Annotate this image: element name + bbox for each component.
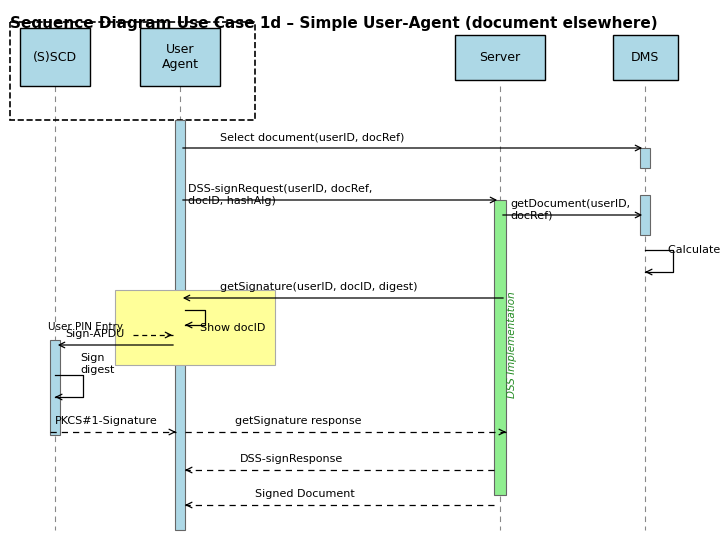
Text: getSignature(userID, docID, digest): getSignature(userID, docID, digest) [220,282,418,292]
Text: DSS-signResponse: DSS-signResponse [240,454,343,464]
Text: DSS-signRequest(userID, docRef,: DSS-signRequest(userID, docRef, [188,184,372,194]
Text: getSignature response: getSignature response [235,416,361,426]
Text: DSS Implementation: DSS Implementation [507,292,517,399]
Text: User PIN Entry: User PIN Entry [48,322,123,332]
Text: Sign-APDU: Sign-APDU [65,329,125,339]
Text: Show docID: Show docID [200,323,266,333]
Bar [115,290,275,365]
Bar [140,28,220,86]
Text: Server: Server [480,51,521,64]
Text: (S)SCD: (S)SCD [33,51,77,64]
Text: getDocument(userID,: getDocument(userID, [510,199,630,209]
Text: Calculate digest: Calculate digest [668,245,720,255]
Bar [175,120,185,530]
Text: DMS: DMS [631,51,660,64]
Text: Sequence Diagram Use Case 1d – Simple User-Agent (document elsewhere): Sequence Diagram Use Case 1d – Simple Us… [10,16,657,31]
Text: Signed Document: Signed Document [255,489,355,499]
Text: User
Agent: User Agent [161,43,199,71]
Bar [20,28,90,86]
Bar [10,22,255,120]
Bar [50,340,60,435]
Bar [613,35,678,80]
Text: docRef): docRef) [510,211,552,221]
Text: Sign
digest: Sign digest [80,353,114,375]
Text: docID, hashAlg): docID, hashAlg) [188,196,276,206]
Text: Select document(userID, docRef): Select document(userID, docRef) [220,132,405,142]
Bar [640,195,650,235]
Text: PKCS#1-Signature: PKCS#1-Signature [55,416,158,426]
Bar [494,200,506,495]
Bar [640,148,650,168]
Bar [455,35,545,80]
